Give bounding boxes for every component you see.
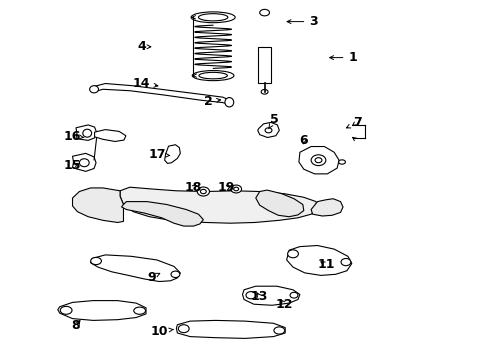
Text: 2: 2	[204, 95, 221, 108]
Ellipse shape	[311, 155, 326, 166]
Polygon shape	[120, 187, 318, 223]
Text: 11: 11	[317, 258, 335, 271]
Text: 3: 3	[287, 15, 318, 28]
Text: 16: 16	[64, 130, 84, 143]
Ellipse shape	[341, 258, 351, 266]
Text: 13: 13	[251, 291, 269, 303]
FancyBboxPatch shape	[258, 47, 271, 83]
Ellipse shape	[274, 327, 285, 334]
Text: 14: 14	[132, 77, 158, 90]
Ellipse shape	[231, 185, 242, 193]
Polygon shape	[165, 145, 180, 163]
Polygon shape	[73, 188, 123, 222]
Ellipse shape	[288, 250, 298, 258]
Ellipse shape	[225, 98, 234, 107]
Ellipse shape	[198, 14, 228, 21]
Polygon shape	[94, 84, 229, 104]
Polygon shape	[73, 153, 96, 171]
Polygon shape	[243, 286, 300, 305]
Ellipse shape	[197, 187, 210, 196]
Polygon shape	[76, 125, 97, 140]
Ellipse shape	[200, 189, 206, 194]
Text: 1: 1	[330, 51, 357, 64]
Text: 8: 8	[72, 319, 80, 332]
Polygon shape	[311, 199, 343, 216]
Ellipse shape	[199, 72, 227, 79]
Ellipse shape	[91, 257, 101, 265]
Polygon shape	[95, 130, 126, 141]
Ellipse shape	[171, 271, 180, 278]
Text: 10: 10	[150, 325, 173, 338]
Ellipse shape	[246, 292, 256, 299]
Ellipse shape	[290, 292, 298, 298]
Text: 7: 7	[346, 116, 362, 129]
Text: 9: 9	[147, 271, 160, 284]
Polygon shape	[256, 190, 304, 217]
Text: 6: 6	[299, 134, 308, 147]
Polygon shape	[58, 301, 146, 320]
Ellipse shape	[234, 187, 239, 191]
Ellipse shape	[60, 306, 72, 314]
Polygon shape	[122, 202, 203, 226]
Polygon shape	[91, 255, 180, 282]
Ellipse shape	[339, 160, 345, 164]
Polygon shape	[258, 122, 279, 138]
Ellipse shape	[134, 307, 146, 314]
Text: 18: 18	[185, 181, 202, 194]
Ellipse shape	[90, 86, 98, 93]
Ellipse shape	[178, 325, 189, 333]
Ellipse shape	[79, 159, 89, 167]
Ellipse shape	[265, 128, 272, 133]
Text: 15: 15	[64, 159, 81, 172]
Text: 4: 4	[138, 40, 151, 53]
Ellipse shape	[315, 158, 322, 163]
Text: 19: 19	[218, 181, 235, 194]
Polygon shape	[299, 147, 339, 174]
Ellipse shape	[261, 90, 268, 94]
Text: 17: 17	[149, 148, 170, 161]
Text: 12: 12	[275, 298, 293, 311]
Text: 5: 5	[269, 113, 279, 129]
Polygon shape	[176, 320, 285, 338]
Ellipse shape	[83, 129, 92, 137]
Ellipse shape	[191, 12, 235, 23]
Ellipse shape	[260, 9, 270, 16]
Ellipse shape	[193, 71, 234, 81]
Polygon shape	[287, 246, 352, 275]
